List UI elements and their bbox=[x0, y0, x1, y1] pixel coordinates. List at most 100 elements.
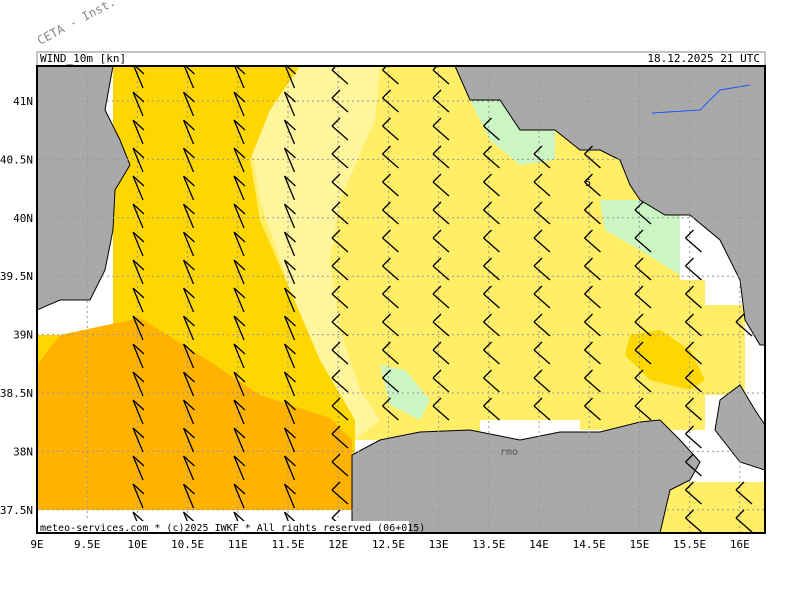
lon-label: 15.5E bbox=[673, 538, 706, 551]
wind-zone-gold-east bbox=[625, 330, 705, 390]
wind-barb bbox=[382, 313, 399, 337]
wind-barb bbox=[634, 313, 652, 337]
wind-barb bbox=[331, 397, 349, 421]
wind-barb bbox=[584, 285, 601, 309]
wind-barb bbox=[182, 455, 195, 481]
wind-barb bbox=[735, 313, 753, 337]
wind-barb bbox=[685, 341, 702, 365]
lat-label: 37.5N bbox=[0, 504, 33, 517]
wind-barb bbox=[132, 427, 145, 453]
wind-zone-light bbox=[660, 482, 765, 533]
wind-barb bbox=[283, 119, 296, 145]
wind-barb bbox=[584, 201, 601, 225]
wind-barb bbox=[233, 287, 246, 313]
land-mainland bbox=[454, 66, 765, 346]
wind-barb bbox=[331, 229, 349, 253]
wind-barb bbox=[283, 315, 296, 341]
wind-barb bbox=[533, 341, 551, 365]
wind-barb bbox=[233, 343, 246, 369]
wind-barb bbox=[331, 425, 349, 449]
wind-barb bbox=[182, 427, 195, 453]
wind-barb bbox=[584, 257, 601, 281]
wind-barb bbox=[233, 203, 246, 229]
wind-barb bbox=[483, 145, 500, 169]
wind-barb bbox=[132, 91, 145, 117]
lon-label: 11.5E bbox=[271, 538, 304, 551]
axis-labels: 9E 9.5E 10E 10.5E 11E 11.5E 12E 12.5E 13E 13.5E 14… bbox=[0, 95, 750, 551]
wind-barb bbox=[685, 509, 702, 533]
time-label: 18.12.2025 21 UTC bbox=[647, 52, 760, 65]
wind-barb bbox=[233, 259, 246, 285]
wind-barb bbox=[584, 173, 601, 197]
lon-label: 9.5E bbox=[74, 538, 101, 551]
wind-barb bbox=[233, 399, 246, 425]
wind-barb bbox=[382, 257, 399, 281]
wind-barb bbox=[284, 66, 296, 89]
wind-barb bbox=[331, 117, 349, 141]
wind-barb bbox=[233, 455, 246, 481]
wind-barb bbox=[233, 315, 246, 341]
lon-label: 12E bbox=[328, 538, 348, 551]
wind-barb bbox=[132, 371, 145, 397]
lon-label: 12.5E bbox=[372, 538, 405, 551]
wind-barb bbox=[132, 483, 145, 509]
wind-barb bbox=[182, 203, 195, 229]
wind-barb bbox=[685, 397, 702, 421]
wind-barb bbox=[533, 201, 551, 225]
wind-barb bbox=[331, 285, 349, 309]
wind-zone-green bbox=[470, 100, 555, 165]
wind-zone-green bbox=[380, 365, 430, 420]
wind-barb bbox=[182, 287, 195, 313]
wind-barb bbox=[432, 229, 450, 253]
wind-barb bbox=[533, 313, 551, 337]
wind-barb bbox=[182, 175, 195, 201]
wind-barb bbox=[382, 369, 399, 393]
lon-label: 15E bbox=[629, 538, 649, 551]
wind-barb bbox=[533, 285, 551, 309]
wind-barb bbox=[283, 203, 296, 229]
wind-barb bbox=[584, 341, 601, 365]
lat-label: 40N bbox=[13, 212, 33, 225]
wind-barb bbox=[533, 173, 551, 197]
lon-label: 10.5E bbox=[171, 538, 204, 551]
wind-barb bbox=[283, 427, 296, 453]
wind-barb bbox=[283, 455, 296, 481]
wind-zone-green bbox=[600, 200, 680, 275]
wind-barb bbox=[634, 201, 652, 225]
wind-barb bbox=[283, 343, 296, 369]
lon-label: 10E bbox=[127, 538, 147, 551]
wind-barb bbox=[331, 89, 349, 113]
wind-barb bbox=[283, 371, 296, 397]
wind-barb bbox=[233, 371, 246, 397]
wind-barb bbox=[382, 285, 399, 309]
wind-barb bbox=[483, 369, 500, 393]
wind-barb bbox=[182, 399, 195, 425]
wind-barb bbox=[533, 145, 551, 169]
wind-barb bbox=[685, 481, 702, 505]
wind-barb bbox=[584, 369, 601, 393]
wind-barb bbox=[132, 259, 145, 285]
wind-barb bbox=[483, 257, 500, 281]
wind-barb bbox=[685, 425, 702, 449]
wind-barb bbox=[483, 201, 500, 225]
wind-barb bbox=[483, 117, 500, 141]
wind-barb bbox=[331, 66, 349, 85]
wind-barb bbox=[685, 369, 702, 393]
wind-barb bbox=[331, 173, 349, 197]
wind-barb bbox=[283, 483, 296, 509]
footer-bg bbox=[37, 521, 409, 533]
wind-barb bbox=[533, 229, 551, 253]
wind-barb bbox=[182, 315, 195, 341]
land-sicily bbox=[351, 419, 701, 533]
wind-barb bbox=[634, 285, 652, 309]
wind-barb bbox=[132, 231, 145, 257]
wind-barb bbox=[331, 341, 349, 365]
wind-barb bbox=[483, 285, 500, 309]
wind-barb bbox=[382, 173, 399, 197]
wind-barb bbox=[432, 145, 450, 169]
field-label: WIND_10m [kn] bbox=[40, 52, 126, 65]
wind-barb bbox=[584, 229, 601, 253]
lon-label: 13E bbox=[429, 538, 449, 551]
wind-barb bbox=[182, 259, 195, 285]
wind-barbs bbox=[132, 66, 753, 533]
